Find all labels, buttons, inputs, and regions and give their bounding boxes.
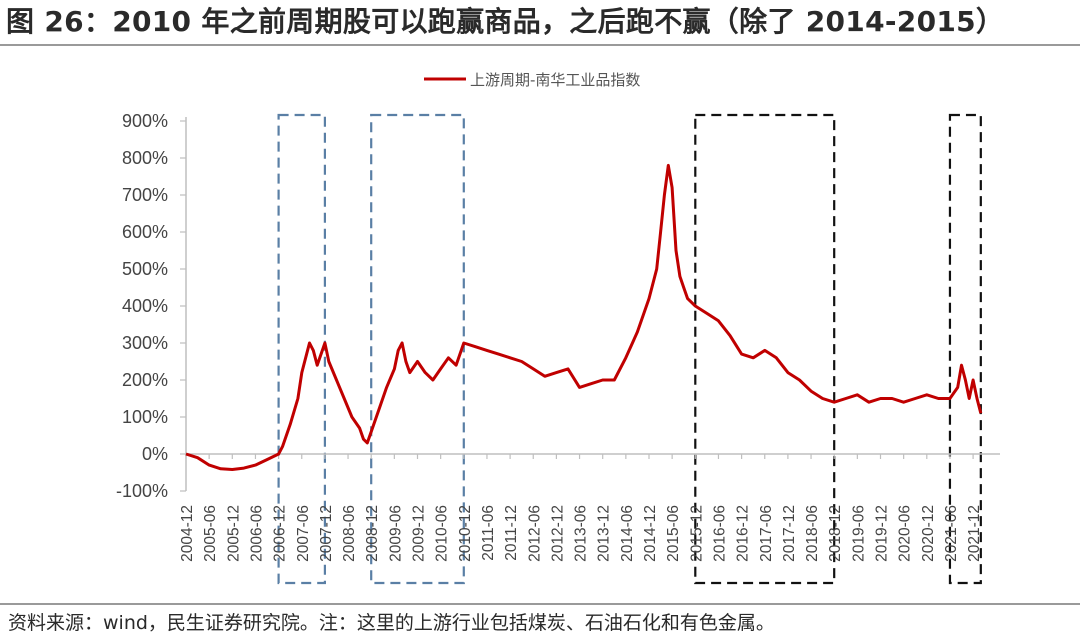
legend-label: 上游周期-南华工业品指数: [470, 71, 640, 89]
x-tick-label: 2008-06: [341, 505, 358, 562]
series-line: [185, 163, 983, 471]
x-tick-label: 2010-06: [434, 505, 451, 562]
y-axis: -100% 0% 100% 200% 300% 400% 500% 600% 700% 800% 9…: [116, 111, 187, 501]
x-tick-label: 2018-06: [804, 505, 821, 562]
x-tick-label: 2019-06: [850, 505, 867, 562]
x-tick-label: 2006-06: [248, 505, 265, 562]
x-tick-label: 2014-06: [619, 505, 636, 562]
y-tick-label: 400%: [122, 296, 168, 316]
plot-area: [185, 163, 983, 471]
x-tick-label: 2014-12: [642, 505, 659, 562]
x-tick-label: 2020-06: [897, 505, 914, 562]
x-tick-label: 2012-12: [549, 505, 566, 562]
line-chart: 上游周期-南华工业品指数 -100% 0% 100% 200% 300% 400% 500%…: [116, 71, 1000, 585]
x-tick-label: 2010-12: [457, 505, 474, 562]
title-divider: [0, 44, 1080, 46]
y-tick-label: 0%: [142, 444, 168, 464]
x-tick-label: 2018-12: [827, 505, 844, 562]
x-axis: 2004-12 2005-06 2005-12 2006-06 2006-12 2007-…: [179, 453, 1000, 562]
y-tick-label: 100%: [122, 407, 168, 427]
x-tick-label: 2011-12: [503, 505, 520, 561]
y-tick-label: 200%: [122, 370, 168, 390]
source-divider: [0, 603, 1080, 605]
x-tick-label: 2008-12: [364, 505, 381, 562]
figure-title: 图 26：2010 年之前周期股可以跑赢商品，之后跑不赢（除了 2014-201…: [6, 5, 1005, 38]
y-tick-label: 500%: [122, 259, 168, 279]
x-tick-label: 2015-06: [665, 505, 682, 562]
x-tick-label: 2011-06: [480, 505, 497, 561]
x-tick-label: 2017-06: [758, 505, 775, 562]
x-tick-label: 2013-12: [596, 505, 613, 562]
x-tick-label: 2005-06: [202, 505, 219, 562]
x-tick-label: 2016-12: [735, 505, 752, 562]
x-tick-label: 2012-06: [526, 505, 543, 562]
y-tick-label: 900%: [122, 111, 168, 131]
y-tick-label: -100%: [116, 481, 168, 501]
x-tick-label: 2013-06: [573, 505, 590, 562]
x-tick-label: 2019-12: [874, 505, 891, 562]
x-tick-label: 2006-12: [272, 505, 289, 562]
x-tick-label: 2005-12: [225, 505, 242, 562]
x-tick-label: 2021-06: [943, 505, 960, 562]
x-tick-label: 2007-06: [295, 505, 312, 562]
x-tick-label: 2009-06: [387, 505, 404, 562]
y-tick-label: 800%: [122, 148, 168, 168]
y-tick-label: 600%: [122, 222, 168, 242]
x-tick-label: 2007-12: [318, 505, 335, 562]
source-note: 资料来源：wind，民生证券研究院。注：这里的上游行业包括煤炭、石油石化和有色金…: [8, 612, 775, 634]
annotation-box-black: [694, 113, 836, 585]
y-tick-label: 700%: [122, 185, 168, 205]
x-tick-label: 2017-12: [781, 505, 798, 562]
x-tick-label: 2015-12: [688, 505, 705, 562]
annotation-box-black: [948, 113, 982, 585]
annotation-box-blue: [370, 113, 465, 585]
x-tick-label: 2009-12: [411, 505, 428, 562]
x-tick-label: 2016-06: [711, 505, 728, 562]
legend: 上游周期-南华工业品指数: [424, 71, 640, 89]
y-tick-label: 300%: [122, 333, 168, 353]
x-tick-label: 2021-12: [966, 505, 983, 562]
x-tick-label: 2004-12: [179, 505, 196, 562]
x-tick-label: 2020-12: [920, 505, 937, 562]
